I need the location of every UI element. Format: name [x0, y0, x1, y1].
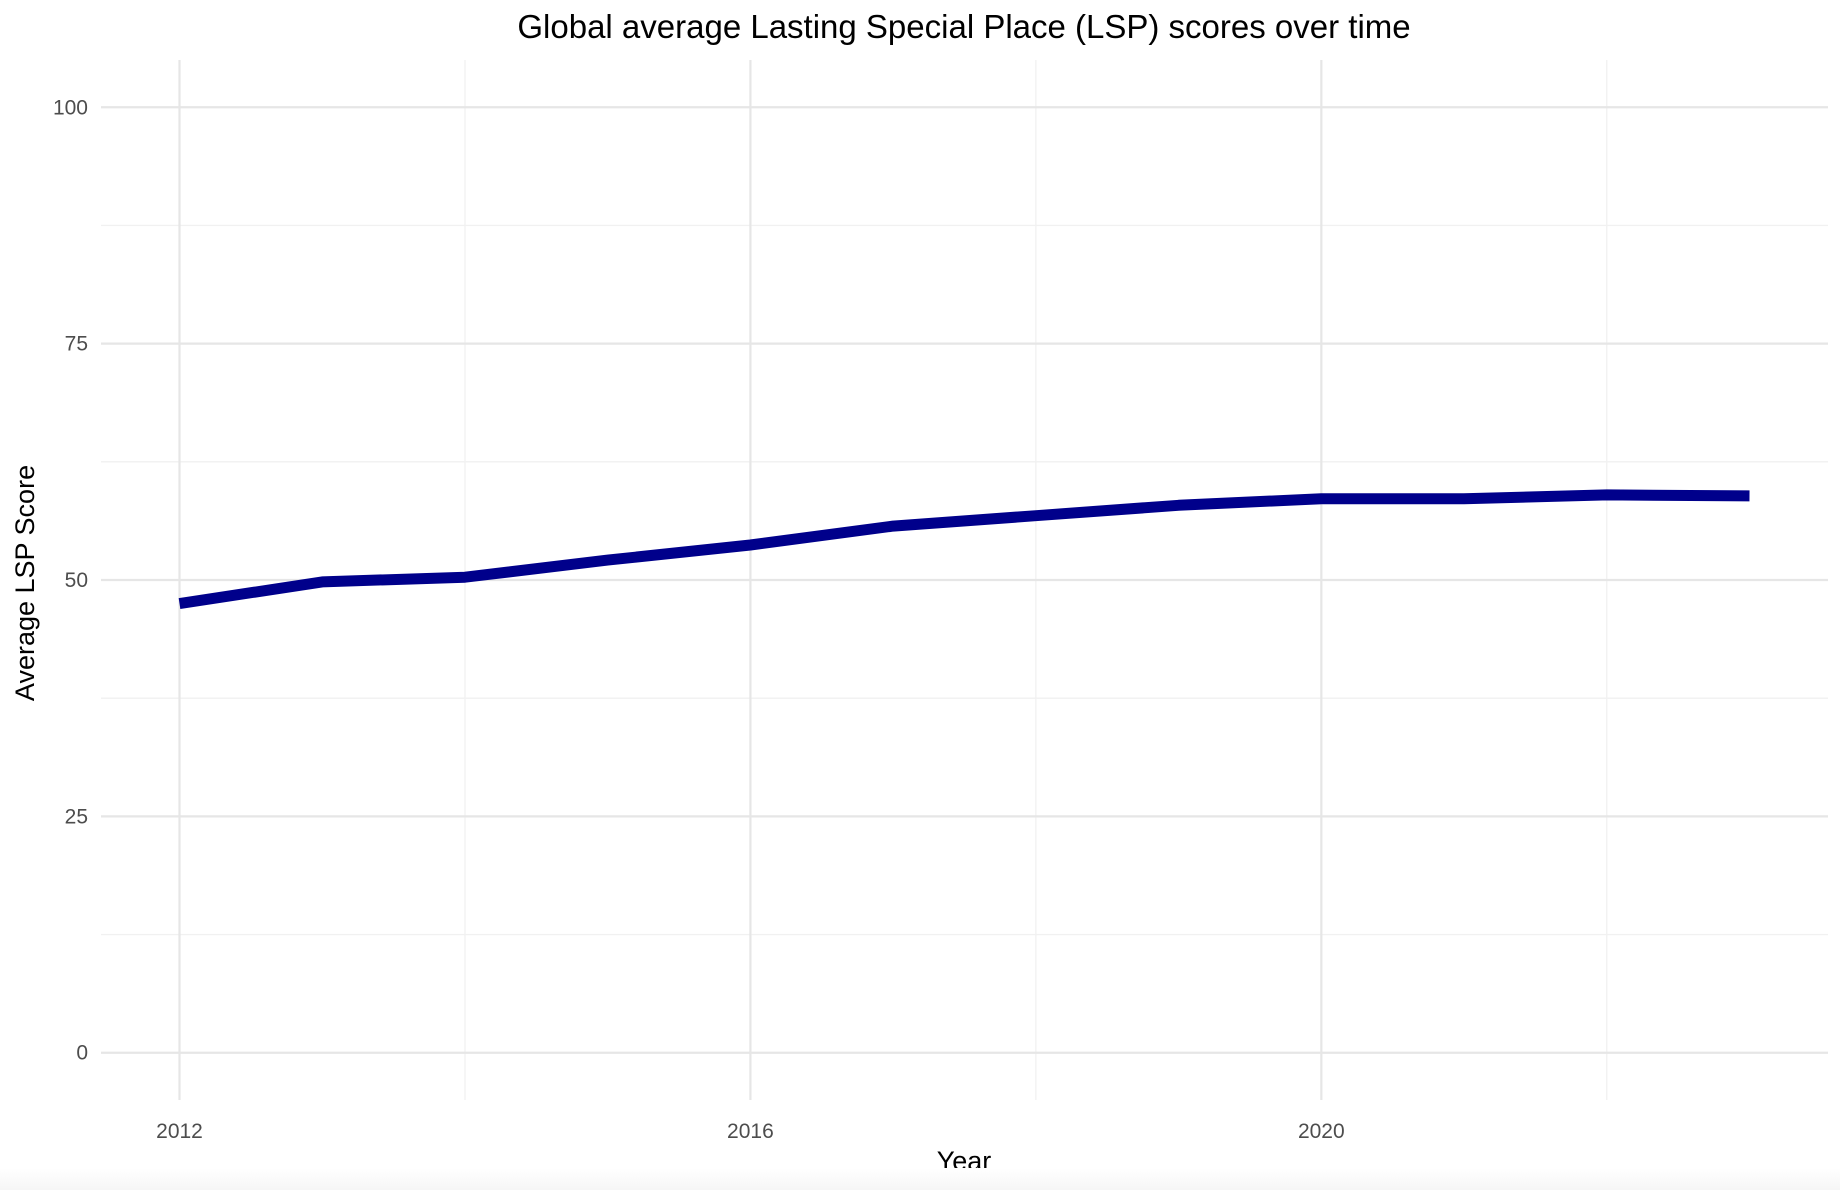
x-tick-labels: 2012 2016 2020	[156, 1120, 1345, 1143]
y-tick-label: 25	[65, 805, 88, 828]
y-axis-title: Average LSP Score	[10, 465, 40, 701]
y-tick-label: 75	[65, 333, 88, 356]
major-gridlines-x	[178, 60, 1323, 1100]
y-tick-label: 50	[65, 569, 88, 592]
y-tick-label: 0	[76, 1042, 88, 1065]
series-layer	[178, 489, 1750, 610]
x-tick-label: 2016	[727, 1120, 774, 1143]
x-tick-label: 2020	[1298, 1120, 1345, 1143]
x-tick-label: 2012	[156, 1120, 203, 1143]
series-line	[178, 489, 1750, 610]
chart-title: Global average Lasting Special Place (LS…	[517, 8, 1410, 45]
y-tick-labels: 0 25 50 75 100	[53, 96, 88, 1064]
minor-gridlines-y	[101, 224, 1828, 936]
bottom-fade	[0, 1168, 1840, 1190]
y-tick-label: 100	[53, 96, 88, 119]
